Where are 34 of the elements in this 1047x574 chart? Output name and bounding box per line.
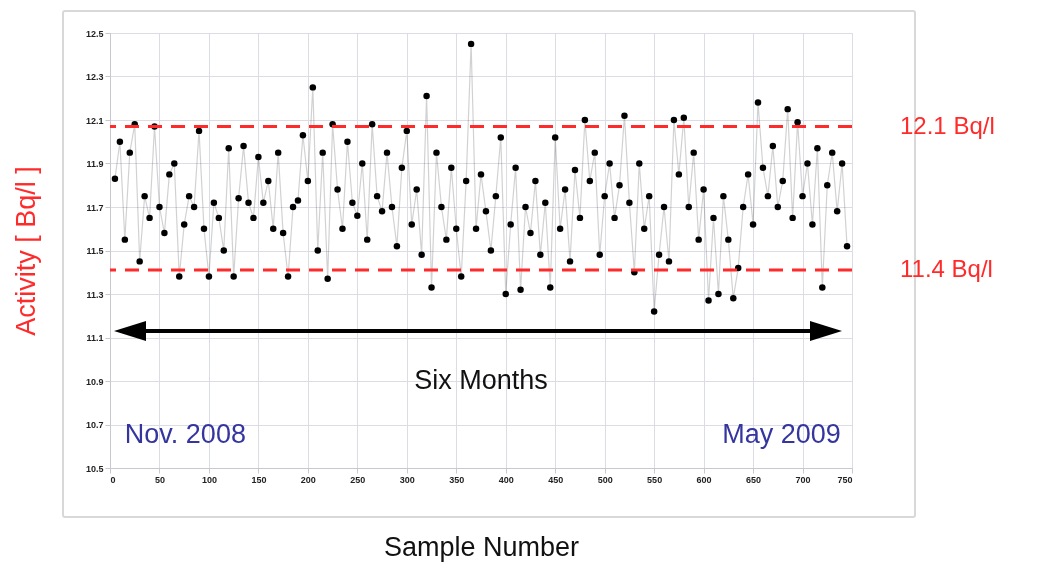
x-tick-label: 650 (746, 474, 762, 485)
annotation: Nov. 2008 (124, 419, 246, 450)
y-tick-label: 10.5 (85, 463, 104, 474)
x-tick-label: 150 (251, 474, 267, 485)
x-tick-label: 750 (837, 474, 853, 485)
x-tick-label: 300 (399, 474, 415, 485)
x-tick-label: 200 (300, 474, 316, 485)
y-tick-label: 11.5 (86, 246, 104, 256)
y-axis-title: Activity [ Bq/l ] (10, 166, 41, 336)
x-tick-label: 500 (597, 474, 613, 485)
x-axis-title: Sample Number (383, 531, 580, 562)
annotation: Six Months (414, 365, 548, 395)
annotation: May 2009 (722, 419, 841, 450)
x-tick-label: 250 (350, 474, 366, 485)
y-tick-label: 12.1 (85, 115, 104, 126)
x-tick-label: 400 (498, 474, 514, 485)
ref-line-label: 11.4 Bq/l (900, 255, 993, 283)
y-tick-label: 10.7 (85, 420, 104, 430)
y-tick-label: 11.9 (86, 159, 104, 169)
y-tick-label: 11.3 (86, 289, 104, 300)
x-tick-label: 700 (795, 474, 811, 485)
x-tick-label: 0 (110, 474, 116, 485)
y-tick-label: 12.3 (85, 72, 104, 82)
y-tick-label: 10.9 (85, 376, 104, 387)
y-tick-label: 12.5 (85, 28, 104, 39)
x-tick-label: 50 (154, 474, 165, 485)
ref-line-label: 12.1 Bq/l (900, 111, 995, 139)
x-tick-label: 350 (449, 474, 465, 485)
x-tick-label: 600 (696, 474, 712, 485)
y-tick-label: 11.1 (86, 333, 104, 343)
x-tick-label: 450 (548, 474, 564, 485)
x-tick-label: 550 (647, 474, 663, 485)
x-tick-label: 100 (201, 474, 217, 485)
y-tick-label: 11.7 (86, 202, 104, 213)
